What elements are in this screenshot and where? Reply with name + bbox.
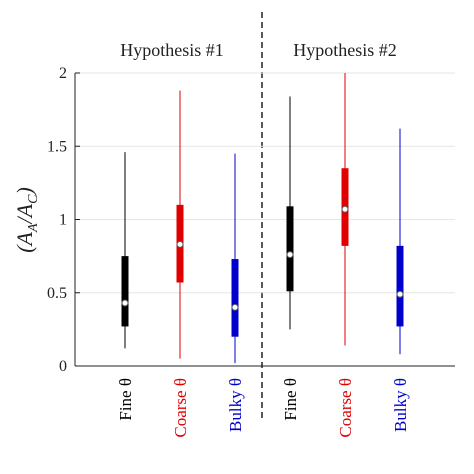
y-axis-label-part: A xyxy=(26,223,41,233)
x-tick-label: Coarse θ xyxy=(171,378,190,438)
box xyxy=(286,206,294,292)
y-axis-label-part: ) xyxy=(12,187,37,196)
y-axis-label: (AA/AC) xyxy=(12,187,41,253)
x-tick-label: Coarse θ xyxy=(336,378,355,438)
median xyxy=(121,299,129,307)
y-tick-label: 2 xyxy=(59,65,67,82)
median xyxy=(341,205,349,213)
median xyxy=(286,251,294,259)
y-axis-label-part: /A xyxy=(12,203,37,225)
box xyxy=(396,245,404,327)
y-axis-label-part: C xyxy=(26,194,41,204)
box xyxy=(231,259,239,337)
x-tick-label: Bulky θ xyxy=(226,378,245,432)
x-tick-label: Bulky θ xyxy=(391,378,410,432)
y-axis-label-part: (A xyxy=(12,231,37,252)
y-tick-label: 1.5 xyxy=(47,138,67,155)
x-tick-label: Fine θ xyxy=(281,378,300,421)
median xyxy=(396,290,404,298)
group-label: Hypothesis #2 xyxy=(293,40,397,60)
median xyxy=(231,303,239,311)
group-label: Hypothesis #1 xyxy=(120,40,224,60)
y-tick-label: 1 xyxy=(59,212,67,229)
x-tick-label: Fine θ xyxy=(116,378,135,421)
box xyxy=(121,256,129,327)
median xyxy=(176,240,184,248)
y-tick-label: 0.5 xyxy=(47,285,67,302)
y-tick-label: 0 xyxy=(59,358,67,375)
